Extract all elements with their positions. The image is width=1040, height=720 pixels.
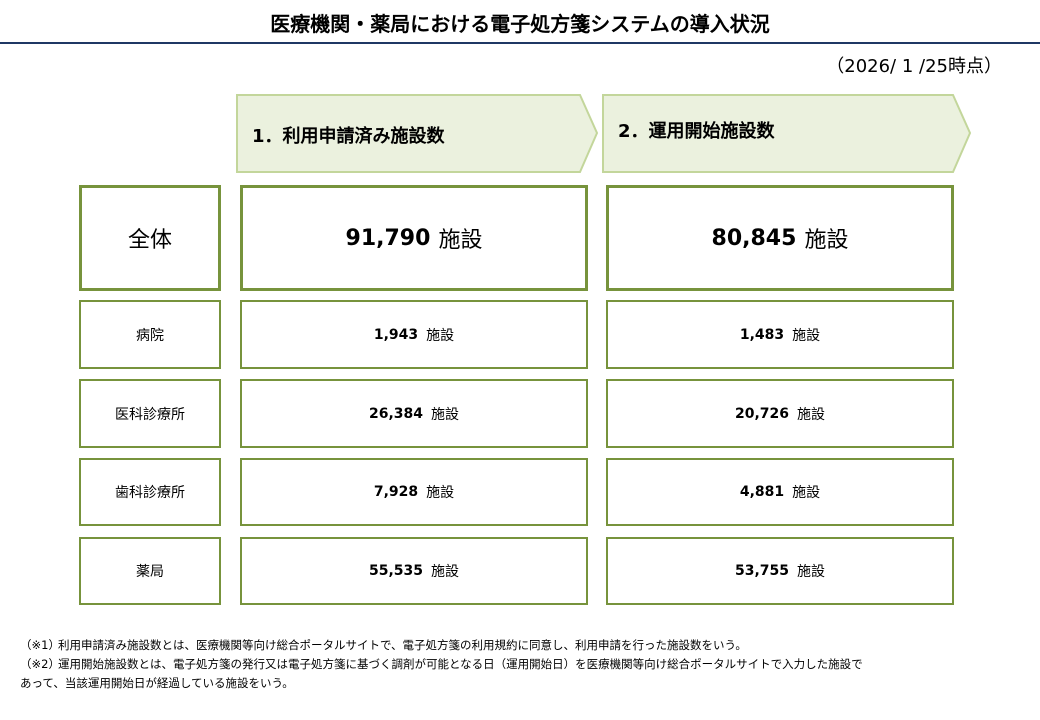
value-cell: 91,790 施設 xyxy=(240,185,588,291)
column-arrows xyxy=(236,94,972,173)
row-label: 病院 xyxy=(79,300,221,369)
arrow-shape xyxy=(602,94,972,173)
note-line: （※1）利用申請済み施設数とは、医療機関等向け総合ポータルサイトで、電子処方箋の… xyxy=(20,637,747,653)
value-cell: 53,755 施設 xyxy=(606,537,954,605)
note-line: （※2）運用開始施設数とは、電子処方箋の発行又は電子処方箋に基づく調剤が可能とな… xyxy=(20,656,863,672)
unit: 施設 xyxy=(438,228,483,253)
value: 26,384 xyxy=(368,405,424,422)
column-header: 1．利用申請済み施設数 xyxy=(252,126,445,147)
note-text: あって、当該運用開始日が経過している施設をいう。 xyxy=(20,676,294,690)
value-cell: 1,943 施設 xyxy=(240,300,588,369)
row-label: 薬局 xyxy=(79,537,221,605)
value: 1,483 xyxy=(739,326,785,343)
value: 80,845 xyxy=(711,225,797,251)
value-cell: 7,928 施設 xyxy=(240,458,588,526)
value-cell: 20,726 施設 xyxy=(606,379,954,448)
value: 53,755 xyxy=(734,563,790,579)
arrow-shape xyxy=(236,94,599,173)
unit: 施設 xyxy=(797,564,826,580)
value: 20,726 xyxy=(734,405,790,422)
unit: 施設 xyxy=(426,485,455,501)
unit: 施設 xyxy=(804,228,849,253)
note-text: 運用開始施設数とは、電子処方箋の発行又は電子処方箋に基づく調剤が可能となる日（運… xyxy=(58,657,863,671)
value: 7,928 xyxy=(373,484,419,500)
unit: 施設 xyxy=(426,327,455,344)
title-rule xyxy=(0,42,1040,44)
note-marker: （※2） xyxy=(20,657,60,671)
value-cell: 80,845 施設 xyxy=(606,185,954,291)
value-cell: 1,483 施設 xyxy=(606,300,954,369)
date: （2026/ 1 /25時点） xyxy=(826,56,1002,77)
unit: 施設 xyxy=(792,485,821,501)
row-label: 全体 xyxy=(79,185,221,291)
value: 4,881 xyxy=(739,484,785,500)
column-header: 2．運用開始施設数 xyxy=(618,121,775,142)
note-text: 利用申請済み施設数とは、医療機関等向け総合ポータルサイトで、電子処方箋の利用規約… xyxy=(58,638,747,652)
row-label: 医科診療所 xyxy=(79,379,221,448)
row-label: 歯科診療所 xyxy=(79,458,221,526)
value: 55,535 xyxy=(368,563,424,579)
unit: 施設 xyxy=(431,406,460,423)
value-cell: 4,881 施設 xyxy=(606,458,954,526)
unit: 施設 xyxy=(431,564,460,580)
unit: 施設 xyxy=(792,327,821,344)
note-line: あって、当該運用開始日が経過している施設をいう。 xyxy=(20,675,294,691)
note-marker: （※1） xyxy=(20,638,60,652)
value: 1,943 xyxy=(373,326,419,343)
value-cell: 55,535 施設 xyxy=(240,537,588,605)
value: 91,790 xyxy=(345,225,431,251)
title: 医療機関・薬局における電子処方箋システムの導入状況 xyxy=(270,12,770,36)
unit: 施設 xyxy=(797,406,826,423)
value-cell: 26,384 施設 xyxy=(240,379,588,448)
